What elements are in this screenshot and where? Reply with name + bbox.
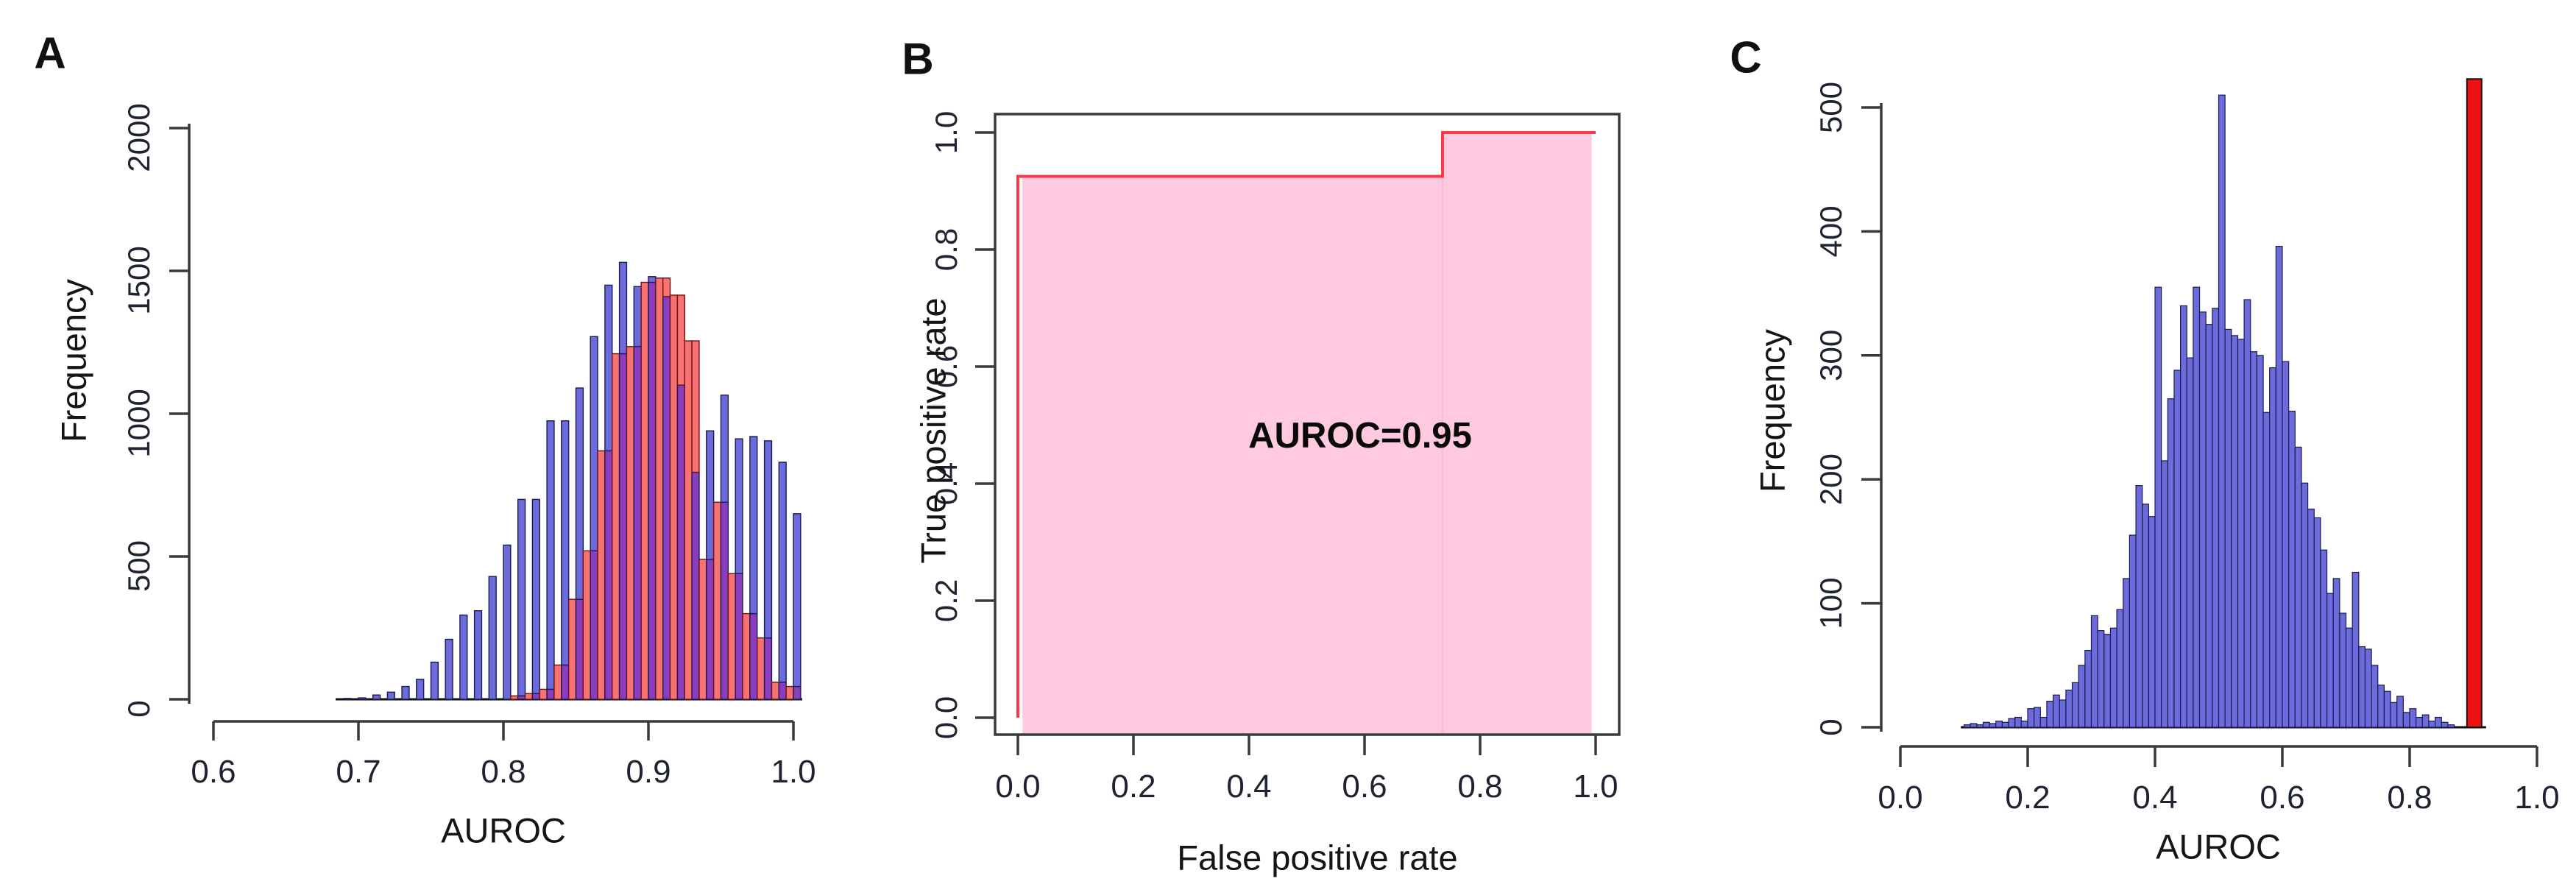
tick-label: 100 [1814, 578, 1848, 629]
panel-b-plot: 0.0 0.2 0.4 0.6 0.8 1.0 0.0 0.2 0.4 0.6 0.8 1.0 [929, 111, 1621, 805]
tick-label: 0.4 [1226, 768, 1271, 805]
tick-label: 1000 [121, 389, 156, 457]
tick-label: 0.8 [929, 228, 963, 271]
tick-label: 2000 [121, 103, 156, 172]
tick-label: 0.6 [1342, 768, 1387, 805]
panel-b-xlabel: False positive rate [1177, 838, 1458, 877]
panel-c-xlabel: AUROC [2156, 827, 2281, 866]
panel-b-label: B [902, 34, 934, 84]
tick-label: 0.6 [191, 754, 236, 790]
tick-label: 500 [121, 540, 156, 592]
roc-fill-area [1022, 132, 1592, 733]
tick-label: 400 [1814, 205, 1848, 257]
tick-label: 0.6 [929, 345, 963, 388]
tick-label: 0.8 [481, 754, 526, 790]
tick-label: 0.2 [1111, 768, 1156, 805]
tick-label: 500 [1814, 82, 1848, 133]
tick-label: 0.0 [995, 768, 1040, 805]
tick-label: 0.4 [929, 462, 963, 505]
tick-label: 0.8 [1457, 768, 1502, 805]
tick-label: 0.0 [929, 696, 963, 739]
tick-label: 0.4 [2132, 780, 2177, 816]
tick-label: 0.8 [2387, 780, 2432, 816]
tick-label: 0 [1814, 718, 1848, 735]
tick-label: 1.0 [929, 111, 963, 154]
panel-c-ylabel: Frequency [1752, 328, 1792, 493]
tick-label: 0.6 [2260, 780, 2304, 816]
tick-label: 0.7 [336, 754, 381, 790]
tick-label: 0 [121, 700, 156, 717]
tick-label: 0.2 [2005, 780, 2050, 816]
roc-curve-line [1016, 131, 1596, 718]
panel-a-label: A [34, 28, 66, 78]
panel-c-plot: 0 100 200 300 400 500 0.0 0.2 0.4 0.6 0.8 1.0 [1814, 78, 2560, 816]
tick-label: 1500 [121, 246, 156, 314]
panel-b-frame [994, 113, 1621, 736]
auroc-annotation: AUROC=0.95 [1248, 416, 1472, 456]
tick-label: 300 [1814, 330, 1848, 381]
panel-b-ylabel: True positive rate [913, 297, 953, 564]
tick-label: 200 [1814, 453, 1848, 505]
tick-label: 0.9 [626, 754, 670, 790]
panel-a-ylabel: Frequency [54, 278, 93, 443]
tick-label: 1.0 [2514, 780, 2559, 816]
tick-label: 0.0 [1878, 780, 1922, 816]
tick-label: 0.2 [929, 579, 963, 622]
tick-label: 1.0 [771, 754, 815, 790]
panel-a-plot: 0 500 1000 1500 2000 0.6 0.7 0.8 0.9 1.0 [121, 103, 816, 790]
tick-label: 1.0 [1573, 768, 1618, 805]
panel-c-label: C [1730, 32, 1762, 82]
panel-a-xlabel: AUROC [441, 810, 566, 850]
